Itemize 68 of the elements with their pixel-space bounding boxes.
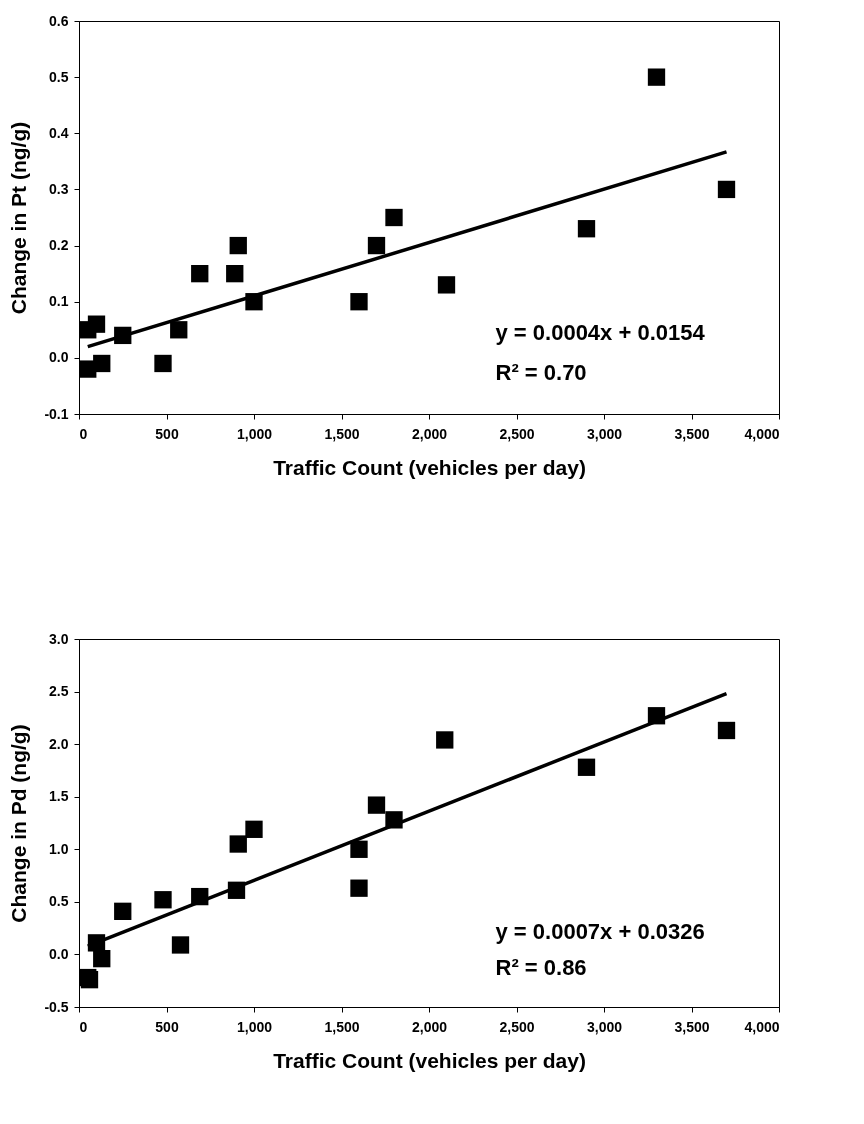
x-tick-label: 0 <box>79 425 88 442</box>
x-tick-label: 1,500 <box>324 1018 360 1035</box>
x-axis-title: Traffic Count (vehicles per day) <box>273 1048 586 1072</box>
point <box>171 936 190 954</box>
y-tick-label: -0.5 <box>44 998 69 1015</box>
x-tick-label: 4,000 <box>744 1018 780 1035</box>
y-tick-label: 0.0 <box>49 945 69 962</box>
y-tick-label: 0.4 <box>49 124 69 141</box>
x-tick-label: 2,000 <box>411 425 448 442</box>
y-axis-title: Change in Pt (ng/g) <box>7 121 31 315</box>
x-tick-label: 4,000 <box>744 425 780 442</box>
x-tick-label: 3,000 <box>586 425 623 442</box>
x-axis-title: Traffic Count (vehicles per day) <box>273 455 586 479</box>
point <box>367 796 386 814</box>
point <box>437 276 456 294</box>
y-tick-label: 0.5 <box>49 893 69 910</box>
annotation: y = 0.0007x + 0.0326 <box>495 918 705 944</box>
point <box>93 354 111 373</box>
point <box>229 835 247 853</box>
y-tick-label: 0.2 <box>49 237 69 254</box>
y-tick-label: -0.1 <box>44 405 69 422</box>
point <box>350 293 368 311</box>
annotation: R² = 0.70 <box>495 359 587 385</box>
point <box>154 891 172 909</box>
y-tick-label: 1.5 <box>49 788 69 805</box>
x-tick-label: 2,000 <box>411 1018 448 1035</box>
point <box>191 264 209 283</box>
point <box>577 220 596 238</box>
y-tick-label: 1.0 <box>49 840 69 857</box>
point <box>367 236 386 255</box>
x-tick-label: 1,000 <box>236 425 273 442</box>
annotation: y = 0.0004x + 0.0154 <box>495 320 706 346</box>
point <box>717 721 736 740</box>
point <box>93 949 111 968</box>
x-tick-label: 3,000 <box>586 1018 623 1035</box>
x-tick-label: 500 <box>155 425 179 442</box>
point <box>170 321 188 339</box>
y-tick-label: 0.6 <box>49 12 69 29</box>
point <box>114 902 132 920</box>
x-tick-label: 500 <box>155 1018 179 1035</box>
y-axis-title: Change in Pd (ng/g) <box>7 724 31 923</box>
y-tick-label: 3.0 <box>49 630 69 647</box>
point <box>87 315 106 333</box>
y-tick-label: 0.3 <box>49 180 69 197</box>
point <box>647 68 666 86</box>
point <box>229 236 247 255</box>
x-tick-label: 3,500 <box>674 1018 710 1035</box>
point <box>436 731 454 749</box>
y-tick-label: 0.1 <box>49 293 69 310</box>
point <box>350 879 368 897</box>
point <box>226 264 244 283</box>
y-tick-label: 2.5 <box>49 683 69 700</box>
point <box>154 354 172 373</box>
x-tick-label: 3,500 <box>674 425 710 442</box>
y-tick-label: 0.5 <box>49 68 69 85</box>
x-tick-label: 2,500 <box>499 425 535 442</box>
point <box>350 840 368 858</box>
x-tick-label: 1,500 <box>324 425 360 442</box>
point <box>385 208 403 227</box>
annotation: R² = 0.86 <box>495 955 587 981</box>
point <box>577 758 596 776</box>
x-tick-label: 1,000 <box>236 1018 273 1035</box>
point <box>245 820 263 838</box>
x-tick-label: 0 <box>79 1018 88 1035</box>
y-tick-label: 2.0 <box>49 735 69 752</box>
point <box>717 180 736 199</box>
y-tick-label: 0.0 <box>49 349 69 366</box>
x-tick-label: 2,500 <box>499 1018 535 1035</box>
